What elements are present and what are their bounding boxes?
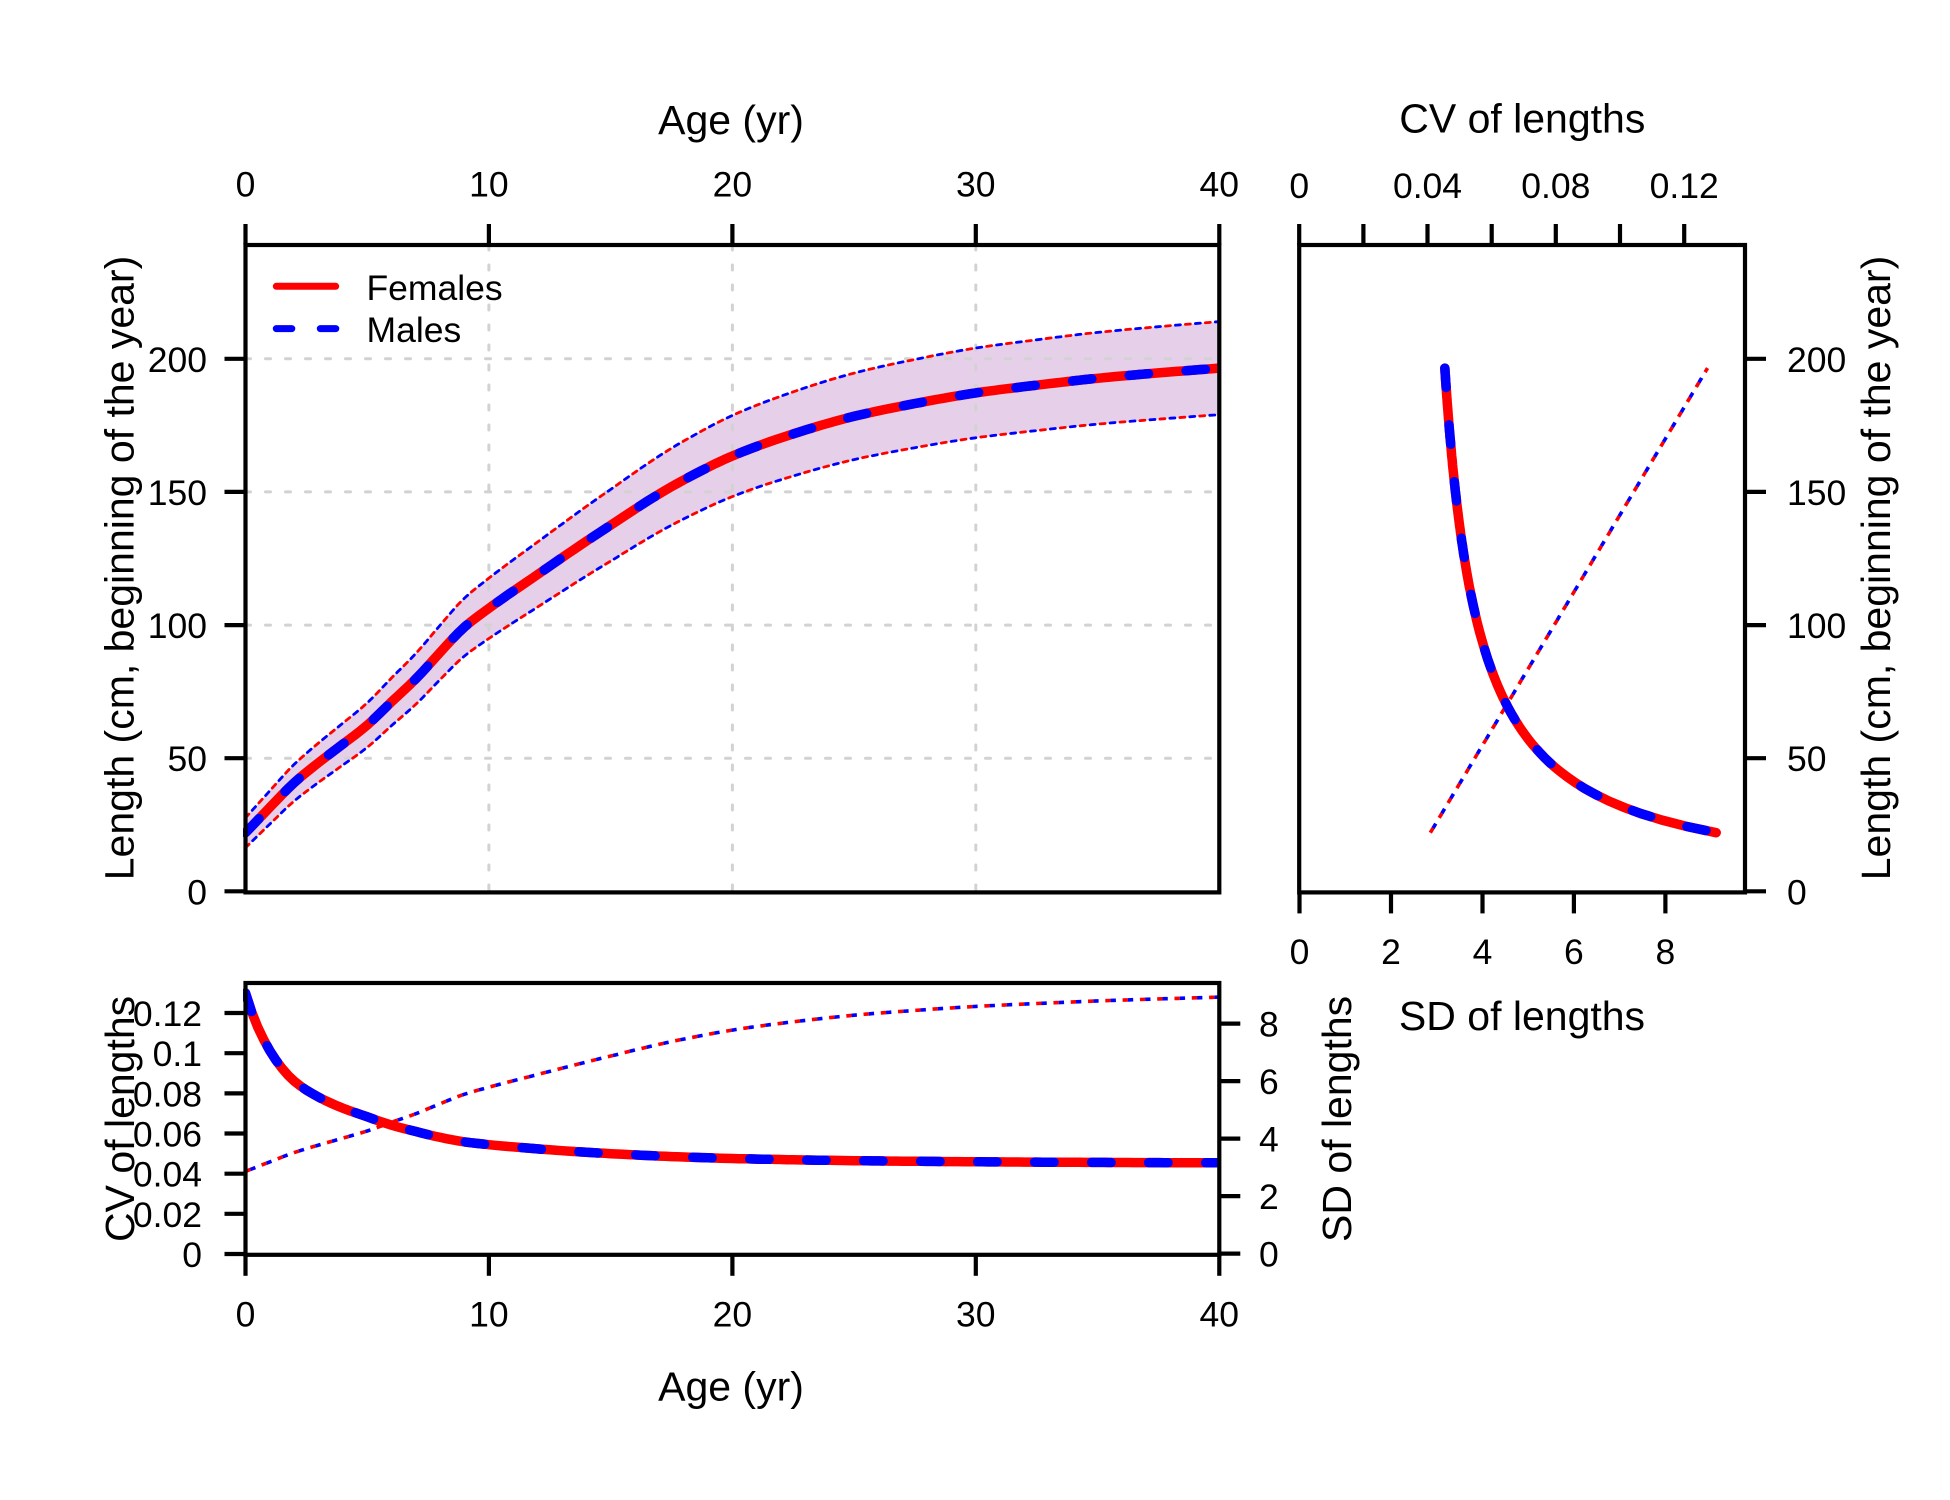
svg-text:0: 0: [236, 165, 256, 205]
svg-text:0.1: 0.1: [153, 1034, 202, 1074]
svg-text:SD of lengths: SD of lengths: [1314, 996, 1360, 1242]
svg-text:4: 4: [1259, 1120, 1279, 1160]
svg-text:6: 6: [1259, 1062, 1279, 1102]
svg-text:30: 30: [956, 165, 996, 205]
svg-text:0.04: 0.04: [1393, 166, 1462, 206]
svg-text:0.12: 0.12: [133, 994, 202, 1034]
svg-text:6: 6: [1564, 932, 1584, 972]
svg-text:200: 200: [148, 340, 207, 380]
svg-text:Males: Males: [367, 310, 462, 350]
svg-text:150: 150: [1787, 473, 1846, 513]
svg-text:30: 30: [956, 1295, 996, 1335]
svg-text:20: 20: [713, 165, 753, 205]
svg-text:20: 20: [713, 1295, 753, 1335]
svg-text:8: 8: [1259, 1005, 1279, 1045]
svg-text:50: 50: [1787, 739, 1827, 779]
svg-text:0: 0: [236, 1295, 256, 1335]
svg-text:0.08: 0.08: [1521, 166, 1590, 206]
svg-text:10: 10: [469, 165, 509, 205]
svg-text:CV of lengths: CV of lengths: [1399, 96, 1645, 142]
svg-text:Length (cm, beginning of the y: Length (cm, beginning of the year): [1853, 256, 1899, 881]
svg-text:200: 200: [1787, 340, 1846, 380]
svg-text:0: 0: [1259, 1235, 1279, 1275]
svg-text:0: 0: [1290, 932, 1310, 972]
svg-text:2: 2: [1259, 1177, 1279, 1217]
svg-text:0.12: 0.12: [1650, 166, 1719, 206]
svg-text:0.06: 0.06: [133, 1115, 202, 1155]
svg-text:Age (yr): Age (yr): [658, 97, 804, 143]
svg-text:8: 8: [1656, 932, 1676, 972]
svg-text:100: 100: [1787, 606, 1846, 646]
svg-text:Length (cm, beginning of the y: Length (cm, beginning of the year): [97, 256, 143, 881]
svg-text:0.04: 0.04: [133, 1155, 202, 1195]
svg-text:2: 2: [1381, 932, 1401, 972]
svg-text:SD of lengths: SD of lengths: [1399, 993, 1645, 1039]
svg-text:40: 40: [1200, 165, 1240, 205]
svg-text:150: 150: [148, 473, 207, 513]
svg-text:4: 4: [1473, 932, 1493, 972]
svg-text:0: 0: [182, 1235, 202, 1275]
svg-text:50: 50: [168, 739, 208, 779]
svg-text:Age (yr): Age (yr): [658, 1363, 804, 1409]
svg-text:10: 10: [469, 1295, 509, 1335]
svg-text:Females: Females: [367, 268, 503, 308]
svg-text:0: 0: [1787, 872, 1807, 912]
svg-text:0.02: 0.02: [133, 1195, 202, 1235]
svg-text:0.08: 0.08: [133, 1074, 202, 1114]
svg-text:100: 100: [148, 606, 207, 646]
svg-text:0: 0: [1289, 166, 1309, 206]
svg-text:0: 0: [187, 872, 207, 912]
svg-text:40: 40: [1200, 1295, 1240, 1335]
svg-text:CV of lengths: CV of lengths: [97, 996, 143, 1242]
